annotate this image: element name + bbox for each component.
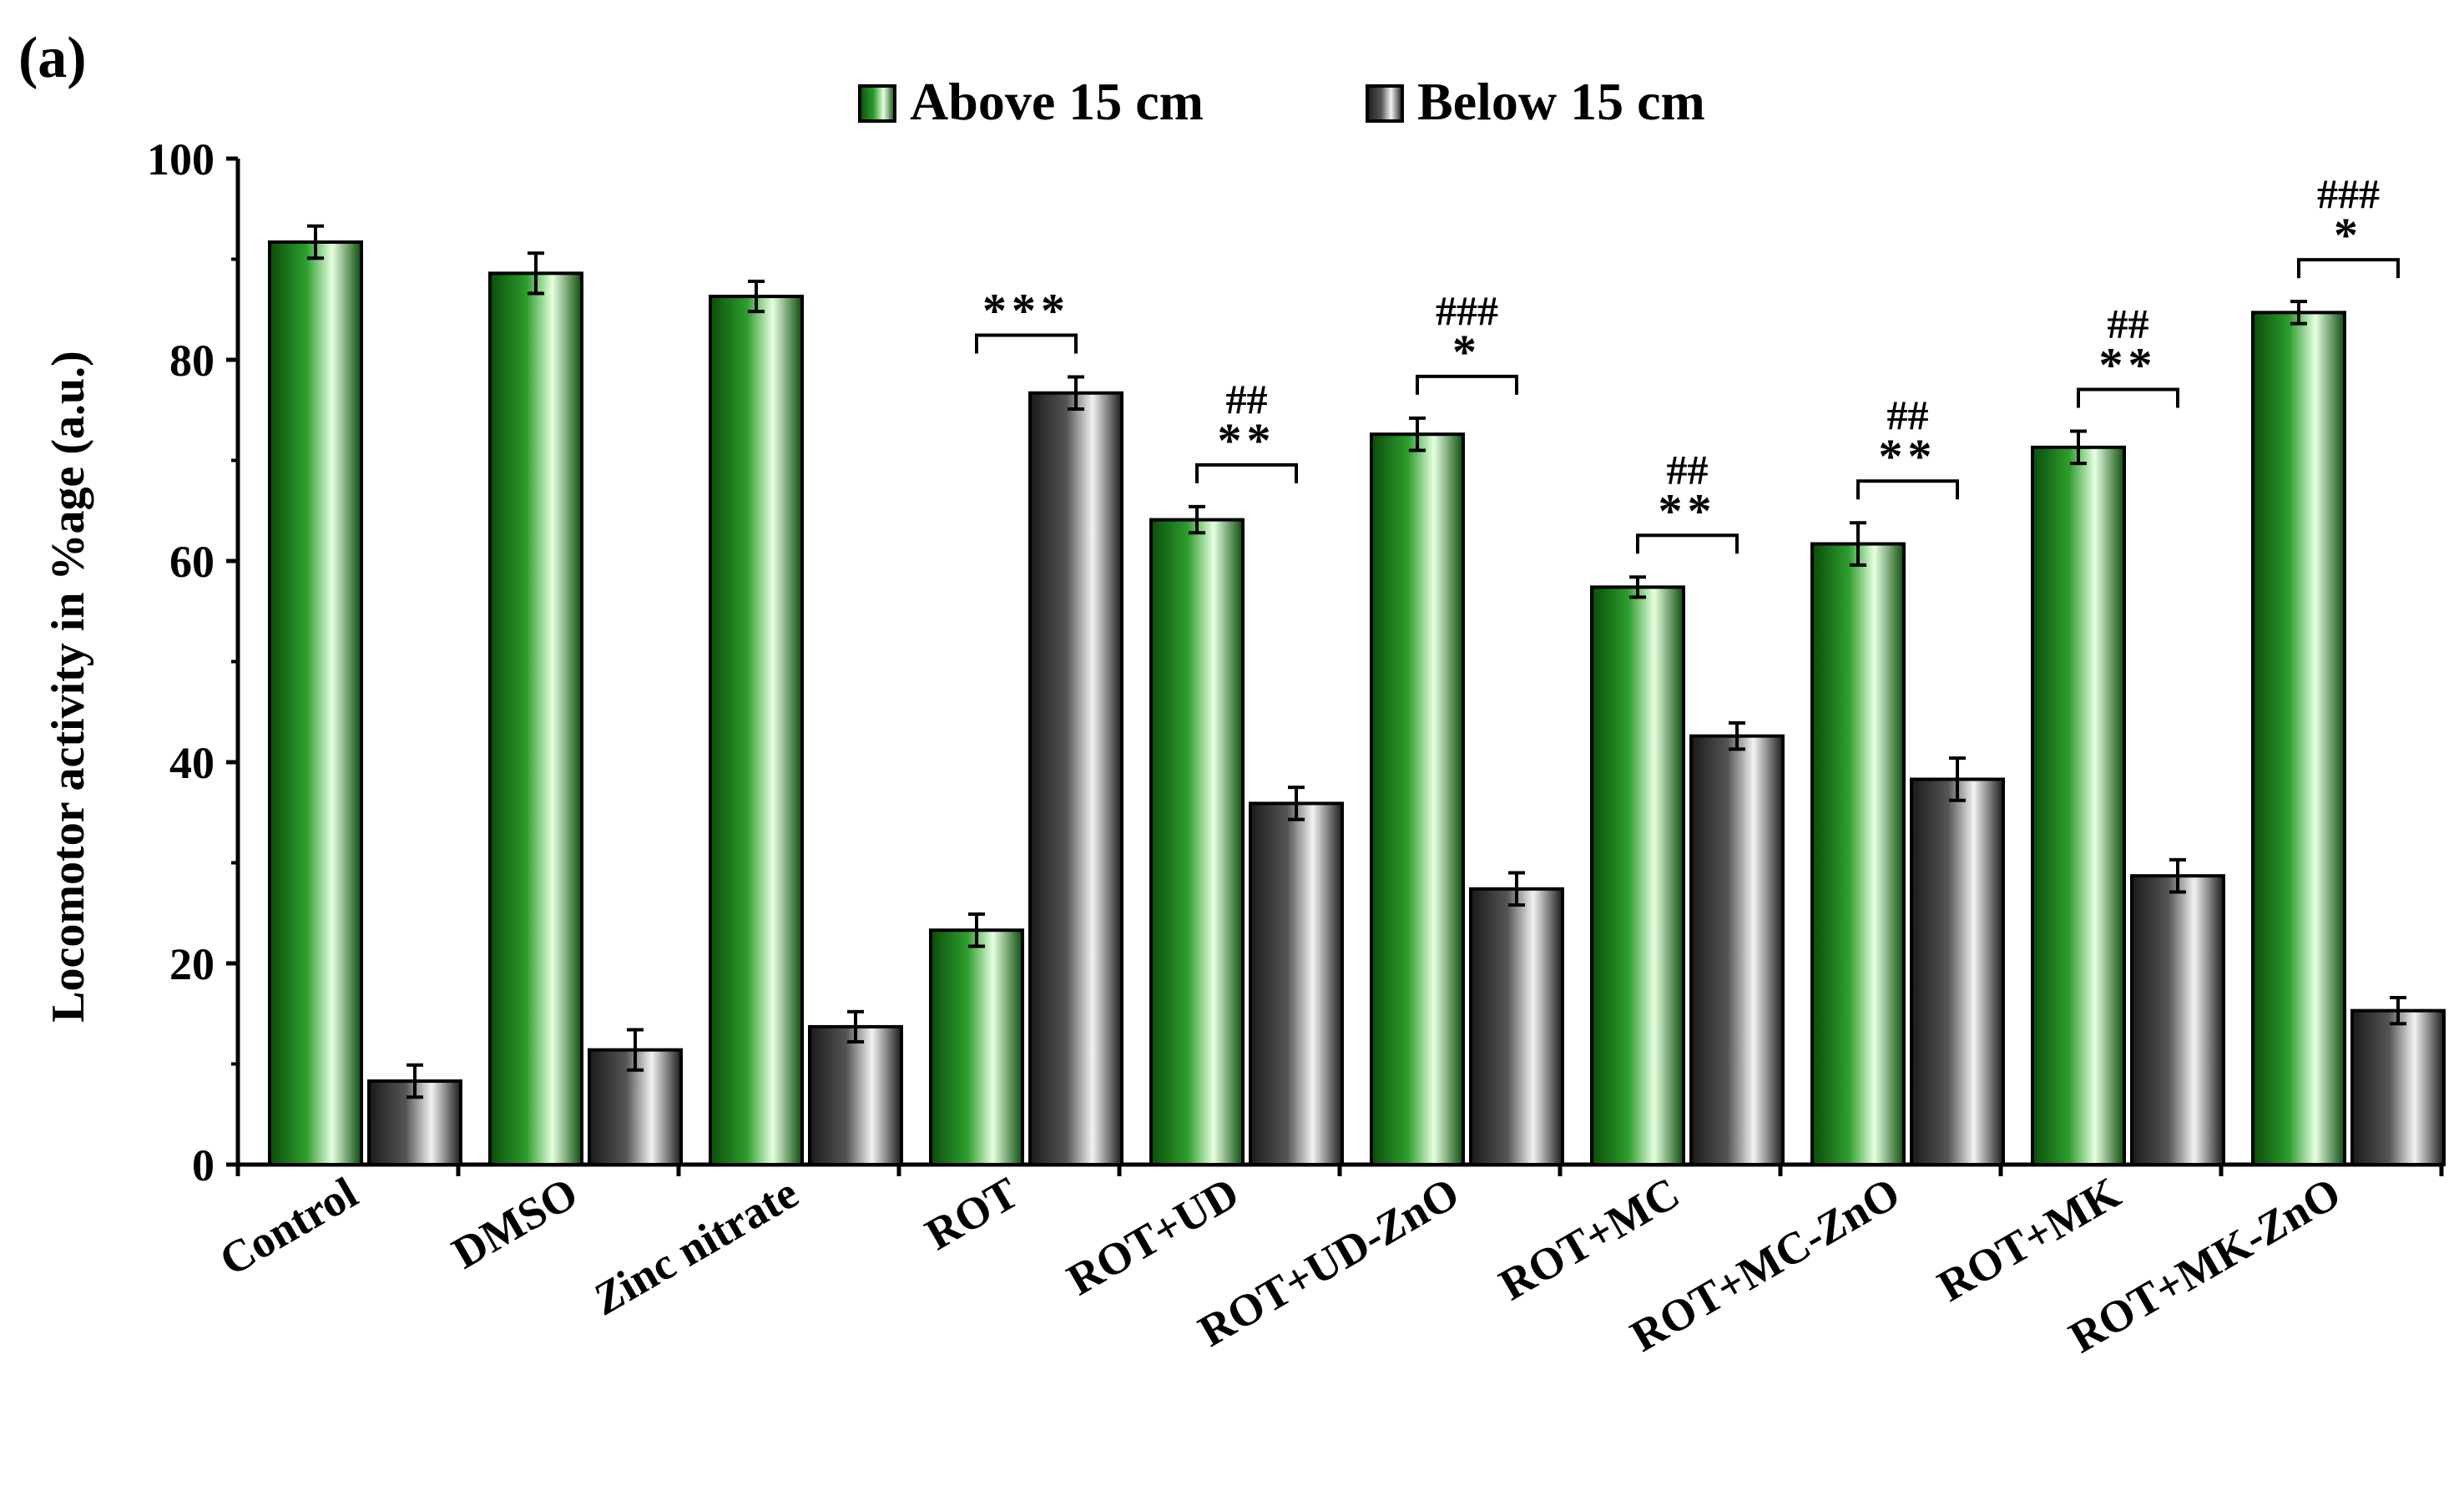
bar-below <box>2350 1008 2446 1167</box>
bar-above <box>1810 542 1906 1166</box>
legend-label-above: Above 15 cm <box>910 72 1204 131</box>
significance-hashes: ### <box>2317 170 2380 217</box>
bar-below <box>1689 734 1785 1166</box>
significance-bracket <box>2077 387 2179 408</box>
bar-below <box>1469 887 1564 1166</box>
significance-stars: ** <box>1659 483 1717 538</box>
x-tick-label: ROT <box>917 1167 1027 1259</box>
significance-annotations: *****##*###**## **##**##*### <box>975 170 2400 554</box>
bar-below <box>1028 391 1123 1166</box>
bar-below <box>2130 874 2225 1167</box>
bar-above <box>1370 432 1465 1166</box>
bar-below <box>808 1024 903 1167</box>
bar-above <box>1149 518 1245 1166</box>
significance-stars: ** <box>2099 338 2158 392</box>
significance-bracket <box>1195 462 1298 483</box>
significance-hashes: ## <box>2108 301 2149 347</box>
y-tick-label: 20 <box>169 939 215 989</box>
significance-stars: ** <box>1879 429 1937 483</box>
y-axis: 0 20 40 60 80 100 Locomotor activity in %age (… <box>43 134 240 1190</box>
significance-stars: * <box>1452 325 1482 379</box>
y-tick-label: 60 <box>169 537 215 587</box>
y-tick-label: 100 <box>147 134 215 184</box>
y-tick-label: 80 <box>169 336 215 386</box>
bar-below <box>1910 777 2005 1166</box>
y-tick-label: 40 <box>169 738 215 788</box>
legend-swatch-above <box>858 84 896 123</box>
x-tick-label: ROT+MK <box>1929 1167 2128 1311</box>
x-tick-label: DMSO <box>444 1167 586 1278</box>
legend-label-below: Below 15 cm <box>1417 72 1705 131</box>
significance-hashes: ## <box>1667 446 1709 493</box>
significance-bracket <box>975 333 1078 354</box>
y-axis-label: Locomotor activity in %age (a.u.) <box>43 351 94 1023</box>
legend: Above 15 cm Below 15 cm <box>858 72 1705 131</box>
bar-above <box>268 240 363 1166</box>
significance-hashes: ## <box>1887 392 1929 438</box>
panel-label: (a) <box>18 26 87 90</box>
significance-stars: *** <box>982 283 1070 337</box>
x-tick-label: ROT+MC <box>1491 1167 1688 1310</box>
significance-stars: * <box>2334 208 2363 262</box>
bar-above <box>1590 585 1685 1166</box>
bar-below <box>1249 801 1344 1167</box>
x-tick-label: Zinc nitrate <box>584 1167 806 1324</box>
bar-above <box>2031 445 2126 1166</box>
bar-above <box>709 295 804 1167</box>
bars <box>268 224 2446 1167</box>
significance-bracket <box>2297 258 2400 279</box>
bar-above <box>488 271 583 1166</box>
significance-hashes: ## <box>1226 376 1268 422</box>
x-tick-label: ROT+UD <box>1058 1167 1247 1305</box>
significance-hashes: ### <box>1436 287 1498 334</box>
significance-bracket <box>1856 479 1959 500</box>
x-tick-label: Control <box>211 1167 366 1285</box>
y-tick-label: 0 <box>192 1140 215 1190</box>
legend-swatch-below <box>1366 84 1404 123</box>
bar-above <box>2251 311 2346 1166</box>
bar-above <box>929 928 1024 1166</box>
significance-bracket <box>1416 374 1518 395</box>
significance-stars: ** <box>1218 413 1276 467</box>
significance-bracket <box>1636 533 1739 554</box>
